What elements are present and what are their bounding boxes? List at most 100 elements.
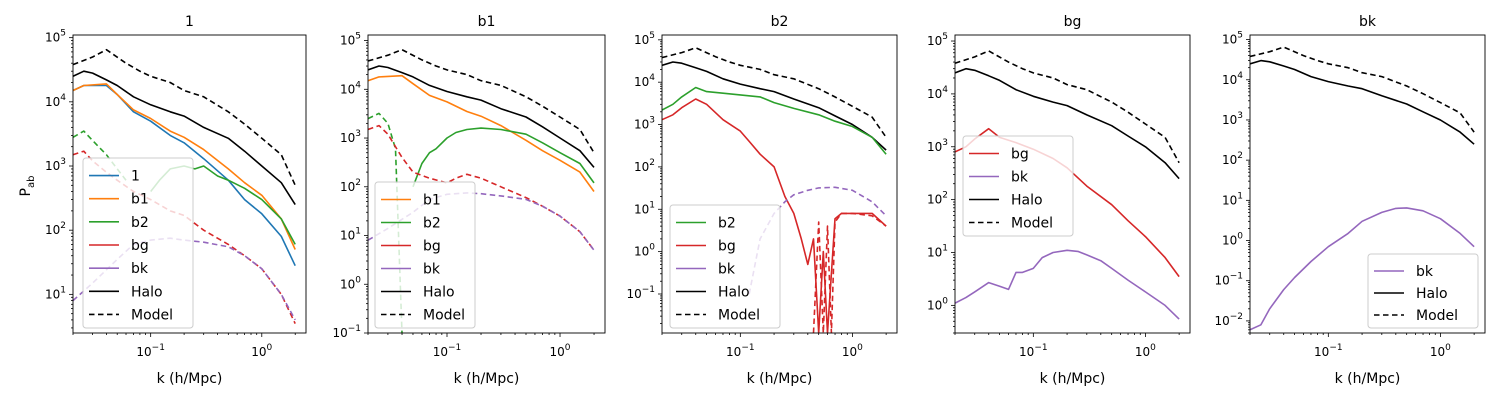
y-tick-exponent: 2 [355,178,361,188]
y-tick-base: 10 [626,287,641,301]
x-axis-label: k (h/Mpc) [1040,371,1106,387]
y-tick-label: 102 [927,191,948,207]
y-tick-exponent: 3 [1237,111,1243,121]
y-tick-label: 101 [634,200,655,216]
series-line-model-halo [1250,46,1475,133]
y-tick-label: 100 [1222,232,1243,248]
legend-entry: Halo [718,285,750,301]
panel-title: b1 [478,14,496,30]
y-tick-base: 10 [1222,113,1237,127]
y-tick-exponent: 4 [60,93,66,103]
y-tick-base: 10 [45,159,60,173]
y-tick-base: 10 [927,34,942,48]
y-tick-base: 10 [1222,153,1237,167]
y-tick-base: 10 [340,131,355,145]
y-tick-label: 105 [1222,31,1243,47]
x-tick-label: 100 [842,343,863,359]
y-tick-exponent: 3 [355,129,361,139]
y-tick-exponent: 0 [649,243,655,253]
y-tick-exponent: 5 [60,29,66,39]
y-tick-exponent: 2 [1237,151,1243,161]
panel-title: bk [1359,14,1377,30]
series-line-halo [955,67,1180,180]
legend-entry: b1 [423,193,441,209]
y-tick-base: 10 [634,118,649,132]
y-tick-exponent: 4 [649,73,655,83]
x-tick-label: 10−1 [1314,343,1343,359]
series-line-bg-model [812,212,887,333]
y-tick-base: 10 [634,202,649,216]
panel-title: 1 [185,14,194,30]
y-tick-label: 10−1 [332,324,361,340]
series-line-model-halo [368,48,595,154]
series-line-halo [73,70,296,206]
series-line-halo [662,61,887,151]
x-axis-label: k (h/Mpc) [747,371,813,387]
series-line-halo [368,65,595,168]
y-tick-base: 10 [634,33,649,47]
y-tick-label: 104 [927,85,948,101]
legend: bk Halo Model [1367,253,1479,329]
y-tick-base: 10 [340,229,355,243]
legend-entry: Model [131,307,173,323]
plot-frame [1249,34,1486,334]
y-tick-label: 10−1 [626,285,655,301]
y-tick-base: 10 [927,140,942,154]
legend-entry: bk [1416,264,1434,280]
y-tick-exponent: 2 [60,221,66,231]
plot-frame [72,34,307,334]
y-tick-label: 100 [634,243,655,259]
y-tick-base: 10 [340,180,355,194]
legend-entry: bk [718,262,736,278]
x-tick-base: 10 [726,345,741,359]
x-tick-exponent: −1 [448,343,461,353]
y-tick-exponent: −2 [1230,312,1243,322]
series-line-b2 [662,86,887,155]
legend: 1 b1 b2 bg bk Halo Model [82,157,194,329]
y-tick-label: 102 [634,158,655,174]
y-tick-base: 10 [1222,234,1237,248]
x-tick-label: 10−1 [136,343,165,359]
y-tick-label: 100 [340,275,361,291]
legend-box [1367,253,1479,329]
y-tick-base: 10 [340,82,355,96]
x-tick-exponent: 0 [1445,343,1451,353]
series-line-bg [662,98,887,333]
x-tick-exponent: −1 [1034,343,1047,353]
x-tick-label: 10−1 [726,343,755,359]
y-tick-exponent: −1 [1230,272,1243,282]
x-tick-base: 10 [1135,345,1150,359]
series-line-bk [1250,207,1475,331]
y-tick-label: 103 [45,157,66,173]
y-tick-exponent: 4 [942,85,948,95]
x-tick-exponent: 0 [1150,343,1156,353]
y-tick-base: 10 [634,160,649,174]
x-tick-label: 100 [550,343,571,359]
y-tick-label: 101 [927,243,948,259]
y-tick-base: 10 [340,277,355,291]
legend-entry: b2 [423,216,441,232]
y-tick-base: 10 [1222,33,1237,47]
y-tick-base: 10 [927,193,942,207]
legend-entry: bg [131,238,149,254]
y-tick-label: 103 [340,129,361,145]
series-group [368,48,595,333]
y-tick-base: 10 [45,223,60,237]
y-tick-label: 101 [340,227,361,243]
x-tick-base: 10 [1430,345,1445,359]
y-tick-label: 10−2 [1214,312,1243,328]
x-tick-base: 10 [136,345,151,359]
x-tick-label: 10−1 [1019,343,1048,359]
legend-entry: Model [1416,308,1458,324]
y-tick-exponent: 0 [942,296,948,306]
y-tick-exponent: 3 [60,157,66,167]
y-tick-base: 10 [927,298,942,312]
x-tick-label: 100 [1430,343,1451,359]
series-group [1250,46,1475,331]
legend: b1 b2 bg bk Halo Model [374,181,476,329]
series-line-1 [73,84,296,267]
